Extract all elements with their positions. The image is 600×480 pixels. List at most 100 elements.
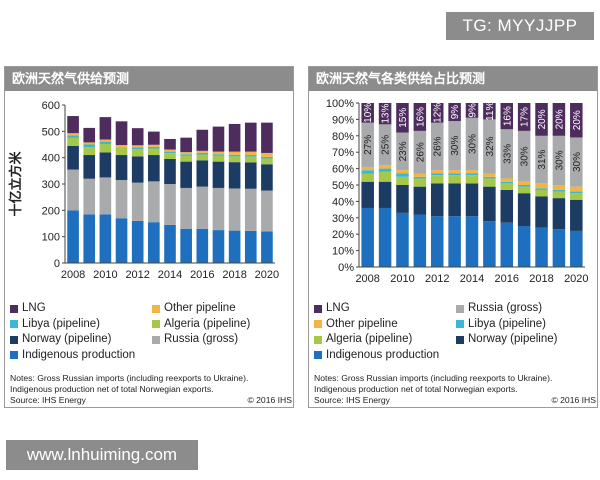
bar-segment-indigenous-production-2017 <box>212 230 225 263</box>
y-tick-label: 100 <box>42 232 60 244</box>
supply-share-chart: 0% 10% 20% 30% 40% 50% 60% 70% 80% 90% 100% 27% 25% 2… <box>326 98 589 285</box>
bar-segment-libya-pipeline-2014 <box>465 173 479 176</box>
bar-segment-other-pipeline-2009 <box>83 142 96 145</box>
watermark-url: www.lnhuiming.com <box>6 440 198 470</box>
legend-row: Algeria (pipeline) Norway (pipeline) <box>314 332 596 348</box>
bar-segment-norway-pipeline-2017 <box>212 161 225 188</box>
bar-segment-norway-pipeline-2019 <box>552 198 566 230</box>
bar-segment-indigenous-production-2015 <box>180 228 192 263</box>
bar-segment-norway-pipeline-2018 <box>228 162 241 189</box>
bar-segment-russia-gross-2018 <box>228 188 241 231</box>
data-label-russia-gross: 30% <box>520 146 531 166</box>
bar-segment-libya-pipeline-2013 <box>448 173 461 176</box>
bar-segment-lng-2010 <box>99 117 112 140</box>
bar-segment-indigenous-production-2016 <box>196 228 209 263</box>
data-label-russia-gross: 30% <box>572 152 583 172</box>
bar-segment-lng-2013 <box>148 131 160 145</box>
legend-swatch <box>10 304 18 313</box>
notes-line: Indigenous production net of total Norwe… <box>314 384 518 394</box>
legend-label: Algeria (pipeline) <box>326 333 413 345</box>
panel-title: 欧洲天然气各类供给占比预测 <box>309 67 597 91</box>
legend-label: Other pipeline <box>326 317 398 330</box>
legend-item-indigenous-production: Indigenous production <box>10 348 152 364</box>
bar-segment-norway-pipeline-2011 <box>413 186 427 215</box>
bar-segment-russia-gross-2009 <box>83 178 96 215</box>
legend-swatch <box>456 304 464 313</box>
bar-segment-indigenous-production-2013 <box>448 216 461 267</box>
bar-segment-norway-pipeline-2012 <box>430 183 444 217</box>
legend-item-russia-gross: Russia (gross) <box>456 301 542 317</box>
bar-segment-lng-2019 <box>244 122 257 152</box>
bar-segment-other-pipeline-2008 <box>67 133 79 136</box>
bar-segment-libya-pipeline-2016 <box>500 181 514 184</box>
bar-segment-algeria-pipeline-2013 <box>148 148 160 156</box>
data-label-lng: 10% <box>363 103 374 123</box>
y-tick-label: 600 <box>42 100 60 112</box>
bar-segment-other-pipeline-2010 <box>396 170 409 174</box>
bar-segment-libya-pipeline-2012 <box>430 173 444 176</box>
bar-segment-norway-pipeline-2020 <box>261 164 273 191</box>
data-label-russia-gross: 32% <box>485 136 496 156</box>
bar-segment-russia-gross-2019 <box>552 135 566 185</box>
supply-share-panel: 欧洲天然气各类供给占比预测 0% 10% 20% 30% 40% 50% 60% 70% 80%… <box>308 66 598 408</box>
legend-item-other-pipeline: Other pipeline <box>152 301 236 317</box>
bar-segment-norway-pipeline-2014 <box>465 183 479 217</box>
bar-segment-algeria-pipeline-2016 <box>196 154 209 161</box>
bar-segment-other-pipeline-2018 <box>228 151 241 155</box>
bar-segment-norway-pipeline-2010 <box>396 185 409 213</box>
bar-segment-russia-gross-2020 <box>261 190 273 232</box>
notes-line: Notes: Gross Russian imports (including … <box>10 373 249 383</box>
legend-label: Russia (gross) <box>468 302 543 314</box>
bar-segment-lng-2013 <box>448 103 461 122</box>
bar-segment-indigenous-production-2014 <box>465 216 479 267</box>
bar-segment-russia-gross-2015 <box>180 187 192 229</box>
bar-segment-lng-2012 <box>131 128 144 146</box>
bar-segment-russia-gross-2013 <box>148 181 160 223</box>
legend-item-algeria-pipeline: Algeria (pipeline) <box>152 317 250 333</box>
y-tick-label: 70% <box>332 147 354 159</box>
x-tick-label: 2014 <box>460 273 484 285</box>
data-label-lng: 9% <box>450 105 461 120</box>
bar-segment-russia-gross-2016 <box>196 186 209 229</box>
legend-swatch <box>314 351 322 360</box>
bar-segment-algeria-pipeline-2012 <box>131 148 144 157</box>
bar-segment-russia-gross-2010 <box>99 177 112 215</box>
legend-swatch <box>152 304 160 313</box>
data-label-russia-gross: 30% <box>468 134 479 154</box>
y-tick-label: 400 <box>42 153 60 165</box>
bar-segment-lng-2009 <box>378 103 392 125</box>
y-tick-label: 500 <box>42 126 60 138</box>
bar-segment-other-pipeline-2015 <box>483 173 496 177</box>
bar-segment-lng-2015 <box>180 137 192 153</box>
bar-segment-lng-2017 <box>517 103 531 131</box>
legend-item-libya-pipeline: Libya (pipeline) <box>456 317 546 333</box>
chart-legend: LNG Other pipeline Libya (pipeline) Algeria… <box>10 301 292 363</box>
bar-segment-norway-pipeline-2016 <box>196 160 209 187</box>
y-tick-label: 60% <box>332 164 354 176</box>
bar-segment-lng-2020 <box>570 103 583 138</box>
bar-segment-indigenous-production-2016 <box>500 222 514 267</box>
bar-segment-lng-2011 <box>115 121 128 146</box>
legend-label: Russia (gross) <box>164 333 239 345</box>
bar-segment-algeria-pipeline-2016 <box>500 183 514 190</box>
bar-segment-other-pipeline-2013 <box>448 170 461 174</box>
bar-segment-other-pipeline-2014 <box>465 170 479 174</box>
bar-segment-indigenous-production-2012 <box>131 220 144 263</box>
data-label-russia-gross: 33% <box>502 144 513 164</box>
bar-segment-indigenous-production-2011 <box>115 218 128 263</box>
bar-segment-norway-pipeline-2009 <box>378 181 392 208</box>
legend-swatch <box>152 335 160 344</box>
bar-segment-russia-gross-2017 <box>212 187 225 231</box>
bar-segment-other-pipeline-2016 <box>500 178 514 182</box>
bar-segment-lng-2016 <box>196 129 209 151</box>
bar-segment-other-pipeline-2017 <box>517 181 531 185</box>
bar-segment-indigenous-production-2018 <box>228 230 241 263</box>
legend-label: Algeria (pipeline) <box>164 317 251 330</box>
bar-segment-lng-2008 <box>67 116 79 134</box>
legend-item-algeria-pipeline: Algeria (pipeline) <box>314 332 456 348</box>
bar-segment-russia-gross-2008 <box>361 122 374 167</box>
bar-segment-algeria-pipeline-2012 <box>430 175 444 184</box>
bar-segment-russia-gross-2020 <box>570 137 583 187</box>
legend-label: Other pipeline <box>164 302 236 314</box>
bar-segment-libya-pipeline-2016 <box>196 152 209 155</box>
